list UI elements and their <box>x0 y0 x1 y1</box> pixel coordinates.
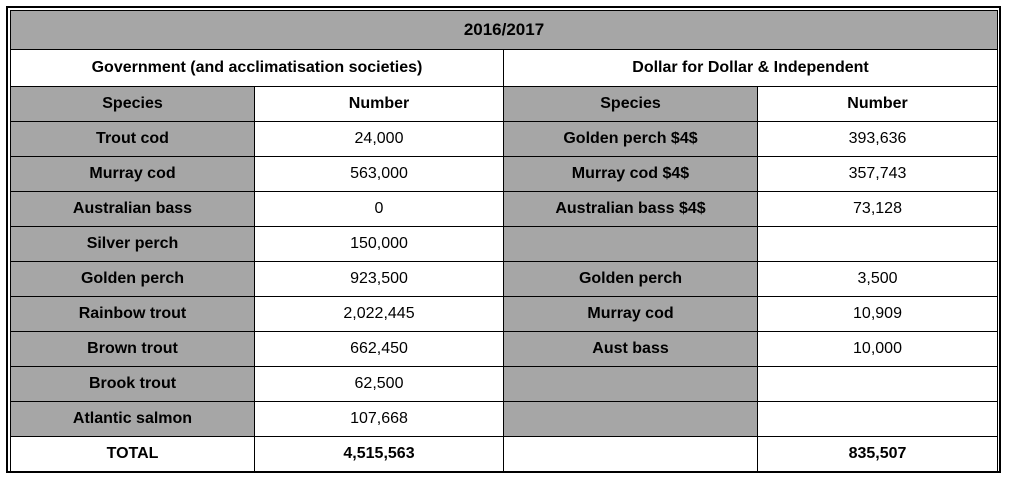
table-frame <box>6 6 1001 473</box>
species-cell: Australian bass $4$ <box>503 191 758 227</box>
number-cell <box>757 401 998 437</box>
number-cell: 3,500 <box>757 261 998 297</box>
species-cell: Golden perch <box>10 261 255 297</box>
number-cell: 0 <box>254 191 504 227</box>
species-cell: Silver perch <box>10 226 255 262</box>
species-cell: Murray cod <box>503 296 758 332</box>
number-cell: 662,450 <box>254 331 504 367</box>
table-row: Rainbow trout 2,022,445 Murray cod 10,90… <box>10 296 998 332</box>
species-cell: Brown trout <box>10 331 255 367</box>
table-row: Murray cod 563,000 Murray cod $4$ 357,74… <box>10 156 998 192</box>
group-government: Government (and acclimatisation societie… <box>10 49 504 87</box>
table-row: Brook trout 62,500 <box>10 366 998 402</box>
species-cell: Aust bass <box>503 331 758 367</box>
species-cell: Golden perch $4$ <box>503 121 758 157</box>
total-empty-cell <box>503 436 758 472</box>
number-cell: 923,500 <box>254 261 504 297</box>
number-cell: 73,128 <box>757 191 998 227</box>
species-cell: Murray cod <box>10 156 255 192</box>
table-row: Brown trout 662,450 Aust bass 10,000 <box>10 331 998 367</box>
number-cell: 10,000 <box>757 331 998 367</box>
number-cell: 62,500 <box>254 366 504 402</box>
total-row: TOTAL 4,515,563 835,507 <box>10 436 998 472</box>
number-cell: 563,000 <box>254 156 504 192</box>
col-species-d4d: Species <box>503 86 758 122</box>
species-cell <box>503 366 758 402</box>
number-cell <box>757 366 998 402</box>
stocking-table: 2016/2017 Government (and acclimatisatio… <box>10 10 998 472</box>
table-row: Trout cod 24,000 Golden perch $4$ 393,63… <box>10 121 998 157</box>
species-cell: Rainbow trout <box>10 296 255 332</box>
total-label: TOTAL <box>10 436 255 472</box>
total-d4d: 835,507 <box>757 436 998 472</box>
number-cell: 10,909 <box>757 296 998 332</box>
species-cell <box>503 226 758 262</box>
table-row: Golden perch 923,500 Golden perch 3,500 <box>10 261 998 297</box>
number-cell: 24,000 <box>254 121 504 157</box>
species-cell: Murray cod $4$ <box>503 156 758 192</box>
species-cell: Brook trout <box>10 366 255 402</box>
group-dollar-for-dollar: Dollar for Dollar & Independent <box>503 49 998 87</box>
col-number-d4d: Number <box>757 86 998 122</box>
number-cell: 2,022,445 <box>254 296 504 332</box>
species-cell: Australian bass <box>10 191 255 227</box>
column-header-row: Species Number Species Number <box>10 86 998 122</box>
number-cell: 150,000 <box>254 226 504 262</box>
table-row: Australian bass 0 Australian bass $4$ 73… <box>10 191 998 227</box>
col-species-gov: Species <box>10 86 255 122</box>
species-cell <box>503 401 758 437</box>
species-cell: Golden perch <box>503 261 758 297</box>
table-row: Atlantic salmon 107,668 <box>10 401 998 437</box>
col-number-gov: Number <box>254 86 504 122</box>
number-cell: 107,668 <box>254 401 504 437</box>
species-cell: Atlantic salmon <box>10 401 255 437</box>
number-cell: 357,743 <box>757 156 998 192</box>
table-row: Silver perch 150,000 <box>10 226 998 262</box>
year-header: 2016/2017 <box>10 10 998 50</box>
species-cell: Trout cod <box>10 121 255 157</box>
number-cell <box>757 226 998 262</box>
number-cell: 393,636 <box>757 121 998 157</box>
total-gov: 4,515,563 <box>254 436 504 472</box>
